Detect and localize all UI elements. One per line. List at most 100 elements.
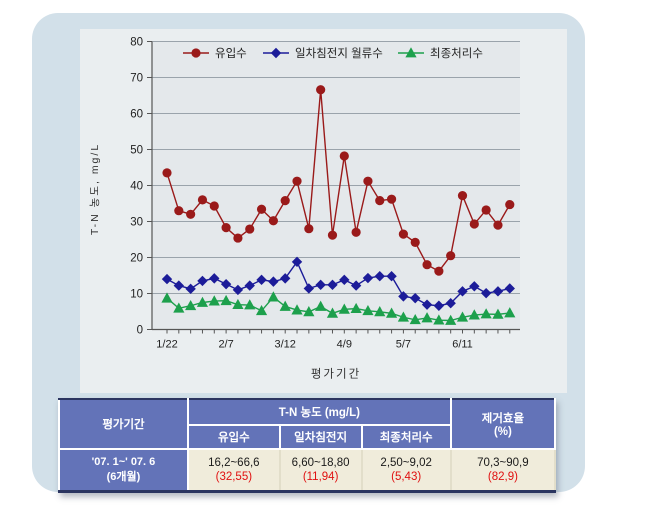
period-months: (6개월): [106, 471, 141, 483]
legend-label: 유입수: [215, 47, 247, 60]
primary-point: [445, 298, 456, 309]
primary-point: [480, 287, 492, 299]
influent-point: [233, 233, 243, 243]
header-removal: 제거효율 (%): [449, 398, 557, 450]
influent-point: [351, 227, 361, 237]
primary-mean: (11,94): [302, 471, 339, 483]
y-tick-label: 10: [130, 289, 143, 301]
primary-point: [339, 274, 350, 286]
influent-point: [174, 206, 184, 216]
final-point: [220, 294, 232, 306]
influent-point: [457, 190, 468, 201]
y-tick-label: 50: [130, 145, 143, 157]
influent-point: [245, 224, 255, 234]
influent-point: [327, 230, 338, 240]
final-point: [421, 312, 433, 323]
primary-point: [362, 272, 374, 284]
y-tick-label: 60: [130, 109, 143, 121]
influent-point: [280, 196, 290, 206]
influent-point: [256, 204, 267, 214]
x-axis-title: 평가기간: [311, 368, 361, 381]
summary-table: 평가기간 T-N 농도 (mg/L) 제거효율 (%) 유입수 일차침전지 최종…: [58, 398, 557, 493]
primary-point: [244, 280, 255, 291]
final-point: [362, 304, 374, 316]
final-point: [445, 314, 457, 325]
influent-point: [316, 85, 326, 95]
primary-point: [232, 284, 244, 296]
primary-point: [185, 283, 196, 295]
primary-point: [469, 281, 480, 292]
x-tick-label: 4/9: [337, 339, 352, 351]
final-point: [255, 304, 268, 316]
primary-point: [315, 279, 326, 291]
removal-range: 70,3~90,9: [477, 457, 529, 469]
primary-point: [256, 274, 267, 286]
final-point: [291, 304, 303, 315]
header-primary-clarifier: 일차침전지: [278, 424, 363, 450]
cell-removal: 70,3~90,9 (82,9): [449, 449, 557, 493]
influent-point: [292, 176, 302, 186]
header-period: 평가기간: [58, 398, 189, 450]
primary-point: [457, 286, 468, 297]
legend-label: 일차침전지 월류수: [295, 46, 383, 60]
primary-point: [270, 47, 282, 59]
final-point: [492, 308, 504, 319]
y-tick-label: 0: [137, 325, 143, 337]
final-point: [196, 296, 209, 307]
final-point: [267, 291, 279, 302]
primary-range: 6,60~18,80: [291, 457, 350, 469]
final-point: [208, 295, 220, 306]
final-point: [409, 313, 421, 325]
influent-point: [469, 219, 479, 229]
final-point: [405, 47, 417, 58]
x-tick-label: 1/22: [156, 339, 177, 351]
influent-range: 16,2~66,6: [208, 457, 260, 469]
primary-point: [220, 278, 232, 290]
influent-point: [410, 237, 420, 247]
influent-point: [481, 205, 491, 215]
y-tick-label: 20: [130, 253, 143, 265]
final-mean: (5,43): [391, 471, 422, 483]
primary-point: [410, 292, 421, 304]
header-influent: 유입수: [186, 424, 281, 450]
influent-point: [339, 151, 349, 161]
influent-point: [493, 220, 503, 230]
primary-point: [327, 279, 338, 291]
cell-period: '07. 1~' 07. 6 (6개월): [58, 448, 189, 493]
influent-point: [375, 196, 385, 206]
cell-influent: 16,2~66,6 (32,55): [186, 449, 281, 493]
influent-point: [209, 201, 219, 211]
y-axis-title: T-N 농도, mg/L: [89, 143, 101, 235]
cell-primary-clarifier: 6,60~18,80 (11,94): [278, 449, 363, 493]
x-tick-label: 5/7: [396, 339, 411, 351]
influent-point: [197, 195, 208, 205]
final-point: [232, 298, 244, 310]
influent-point: [398, 229, 408, 239]
primary-point: [268, 276, 279, 287]
cell-final-effluent: 2,50~9,02 (5,43): [360, 449, 452, 493]
primary-point: [197, 275, 208, 287]
final-point: [397, 311, 409, 322]
final-point: [338, 303, 350, 314]
final-point: [244, 299, 256, 310]
header-removal-line1: 제거효율: [481, 413, 525, 425]
influent-point: [268, 216, 278, 226]
influent-point: [434, 266, 444, 276]
final-point: [350, 302, 362, 314]
x-tick-label: 6/11: [452, 339, 473, 351]
influent-point: [386, 194, 397, 204]
legend-label: 최종처리수: [430, 47, 483, 60]
primary-point: [280, 273, 291, 284]
y-tick-label: 80: [130, 37, 143, 49]
influent-point: [446, 251, 456, 261]
final-point: [385, 307, 398, 318]
final-point: [173, 302, 185, 313]
influent-point: [186, 209, 196, 219]
primary-point: [492, 286, 504, 297]
tn-line-chart: 0 10 20 30 40 50 60 70 80 1/22 2/7 3/12 4/9 5/7 6/11 T-…: [89, 37, 520, 381]
final-point: [456, 311, 469, 322]
final-point: [279, 300, 291, 311]
influent-mean: (32,55): [215, 471, 253, 483]
primary-point: [398, 291, 409, 302]
final-point: [480, 308, 492, 319]
